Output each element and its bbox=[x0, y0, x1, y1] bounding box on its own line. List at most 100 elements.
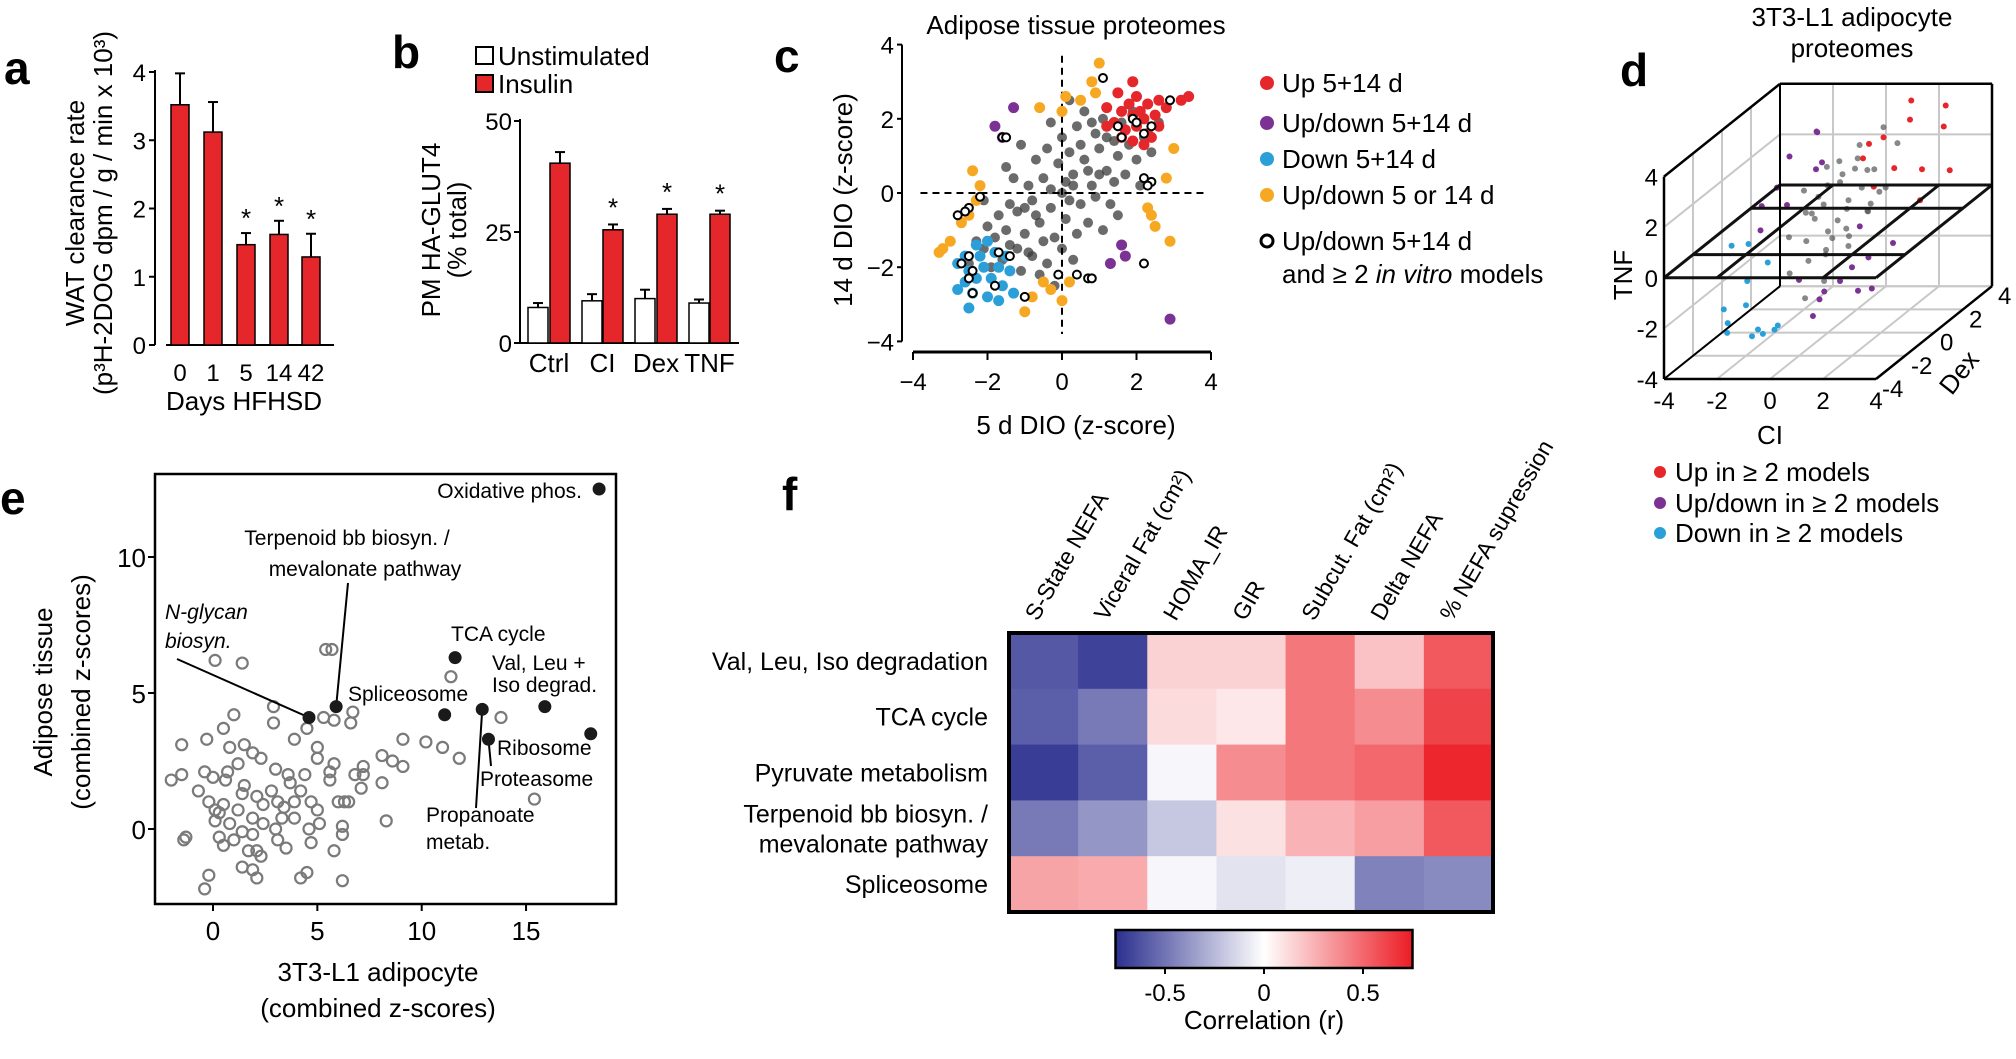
pathway-point bbox=[287, 795, 301, 809]
point-background bbox=[1880, 124, 1887, 131]
point-background bbox=[1071, 228, 1082, 239]
legend-label-insulin: Insulin bbox=[498, 69, 573, 99]
point-background bbox=[1012, 206, 1023, 217]
panel-e-ylabel-line2: (combined z-scores) bbox=[66, 574, 96, 810]
pathway-point bbox=[385, 754, 400, 768]
heatmap-cell bbox=[1009, 800, 1079, 857]
x-tick-label: 15 bbox=[512, 916, 541, 946]
pathway-point bbox=[237, 778, 251, 793]
point-updown-5-or-14 bbox=[1026, 291, 1038, 303]
panel-d-title-line1: 3T3-L1 adipocyte bbox=[1752, 2, 1953, 32]
point-in-vitro-open bbox=[989, 280, 1000, 291]
pathway-point bbox=[216, 721, 231, 735]
point-background bbox=[1064, 195, 1075, 206]
point-background bbox=[1038, 173, 1049, 184]
y-tick-label: 0 bbox=[133, 333, 146, 360]
panel-f-heatmap: Correlation (r) Val, Leu, Iso degradatio… bbox=[712, 435, 1559, 1035]
y-tick-label: 10 bbox=[117, 543, 146, 573]
highlighted-pathway-point bbox=[329, 700, 343, 714]
point-down bbox=[1764, 259, 1771, 266]
point-in-vitro-open bbox=[1086, 273, 1097, 284]
point-updown-5-or-14 bbox=[1056, 295, 1068, 307]
panel-d-title-line2: proteomes bbox=[1791, 33, 1914, 63]
pathway-point bbox=[246, 811, 260, 825]
bar-unstimulated bbox=[581, 300, 603, 344]
heatmap-cell bbox=[1078, 856, 1148, 913]
point-up-5-14 bbox=[1112, 87, 1124, 99]
pathway-annotation: Oxidative phos. bbox=[437, 480, 582, 503]
point-background bbox=[1811, 215, 1818, 222]
pathway-point bbox=[206, 770, 220, 784]
point-down bbox=[1759, 330, 1766, 337]
point-down-5-14 bbox=[993, 261, 1005, 273]
panel-c-title: Adipose tissue proteomes bbox=[926, 10, 1225, 40]
pathway-point bbox=[250, 789, 264, 803]
point-down bbox=[1774, 322, 1781, 329]
pathway-point bbox=[335, 819, 349, 833]
significance-asterisk: * bbox=[662, 177, 672, 207]
z-tick-label: 2 bbox=[1645, 215, 1658, 242]
point-updown-5-or-14 bbox=[933, 246, 945, 258]
point-background bbox=[1049, 232, 1060, 243]
x-tick-label: Ctrl bbox=[529, 348, 569, 378]
pathway-point bbox=[304, 835, 318, 850]
point-background bbox=[1785, 234, 1792, 241]
pathway-point bbox=[327, 713, 341, 727]
point-background bbox=[1019, 202, 1030, 213]
heatmap-cell bbox=[1216, 800, 1287, 857]
point-up bbox=[1946, 167, 1953, 174]
pathway-point bbox=[235, 825, 249, 839]
point-updown-5-or-14 bbox=[1037, 276, 1049, 288]
threshold-grid-line bbox=[1875, 183, 1993, 279]
x-tick-label: 10 bbox=[407, 916, 436, 946]
point-background bbox=[1805, 257, 1812, 264]
pathway-annotation: Spliceosome bbox=[348, 683, 468, 706]
point-up-5-14 bbox=[1101, 102, 1113, 114]
colorbar-tick-label: -0.5 bbox=[1144, 980, 1185, 1007]
heatmap-cell bbox=[1216, 744, 1287, 801]
panel-e-scatter: Adipose tissue (combined z-scores) 3T3-L… bbox=[28, 472, 618, 1023]
point-up bbox=[1919, 166, 1925, 173]
grid-line bbox=[1663, 133, 1781, 228]
heatmap-cell bbox=[1078, 688, 1148, 746]
point-up bbox=[1908, 97, 1915, 104]
point-updown-5-14 bbox=[1116, 239, 1128, 251]
point-background bbox=[1016, 139, 1027, 150]
panel-b-ylabel-line1: PM HA-GLUT4 bbox=[416, 143, 446, 318]
point-background bbox=[1839, 171, 1846, 178]
pathway-point bbox=[266, 716, 281, 730]
point-background bbox=[1112, 150, 1123, 161]
heatmap-row-label: mevalonate pathway bbox=[759, 830, 989, 858]
pathway-point bbox=[298, 767, 312, 782]
legend-label-up-models: Up in ≥ 2 models bbox=[1675, 457, 1870, 487]
pathway-point bbox=[177, 833, 191, 847]
threshold-grid-line bbox=[1716, 183, 1834, 279]
panel-a-ylabel-line2: (p³H-2DOG dpm / g / min x 10³) bbox=[88, 31, 118, 395]
pathway-point bbox=[227, 833, 241, 847]
heatmap-column-label: % NEFA supression bbox=[1434, 435, 1558, 624]
heatmap-row-label: Terpenoid bb biosyn. / bbox=[743, 800, 988, 828]
pathway-point bbox=[325, 642, 339, 657]
x-tick-label: 42 bbox=[298, 360, 325, 387]
point-background bbox=[1825, 228, 1831, 235]
pathway-point bbox=[179, 830, 193, 844]
heatmap-cell bbox=[1147, 856, 1217, 913]
point-background bbox=[1064, 147, 1075, 158]
colorbar-tick-label: 0 bbox=[1257, 980, 1270, 1007]
point-up bbox=[1880, 134, 1887, 141]
point-background bbox=[1101, 165, 1112, 176]
y-tick-label: 5 bbox=[132, 679, 146, 709]
point-in-vitro-open bbox=[1138, 128, 1149, 139]
box-edge bbox=[1663, 82, 1781, 178]
pathway-point bbox=[218, 773, 233, 787]
point-background bbox=[1820, 201, 1827, 208]
bar-insulin bbox=[656, 213, 678, 344]
panel-c-ylabel: 14 d DIO (z-score) bbox=[828, 93, 858, 307]
point-up-5-14 bbox=[1101, 120, 1113, 132]
point-updown-5-or-14 bbox=[967, 165, 979, 177]
pathway-point bbox=[254, 849, 268, 863]
point-background bbox=[993, 210, 1004, 221]
point-updown bbox=[1855, 287, 1861, 294]
point-down bbox=[1745, 241, 1752, 248]
point-up-5-14 bbox=[1131, 91, 1142, 103]
